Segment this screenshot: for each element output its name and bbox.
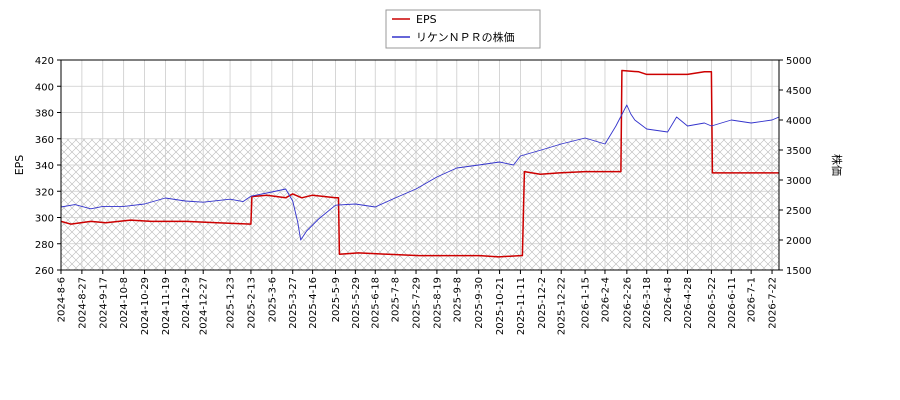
x-tick-label: 2024-8-6: [57, 277, 68, 322]
eps-series-line: [61, 69, 779, 258]
x-tick-label: 2025-11-11: [516, 277, 527, 335]
right-tick-label: 3000: [786, 176, 811, 187]
right-tick-label: 5000: [786, 56, 811, 67]
x-tick-label: 2026-1-15: [581, 277, 592, 329]
x-tick-label: 2025-5-9: [331, 277, 342, 322]
left-axis-title: EPS: [13, 155, 26, 176]
series-layer: [61, 69, 779, 258]
left-tick-label: 400: [35, 82, 54, 93]
x-tick-label: 2026-2-4: [600, 277, 611, 322]
x-axis: 2024-8-6 2024-8-27 2024-9-17 2024-10-8 2024-…: [57, 270, 779, 335]
x-tick-label: 2026-7-22: [768, 277, 779, 329]
x-tick-label: 2026-5-22: [707, 277, 718, 329]
left-tick-label: 420: [35, 56, 54, 67]
left-tick-label: 320: [35, 187, 54, 198]
x-tick-label: 2025-2-13: [246, 277, 257, 329]
x-tick-label: 2026-2-26: [622, 277, 633, 329]
left-tick-label: 360: [35, 135, 54, 146]
shaded-band: [61, 138, 779, 270]
x-tick-label: 2024-12-27: [199, 277, 210, 335]
right-tick-label: 1500: [786, 266, 811, 277]
stock-price-series-line: [61, 104, 779, 241]
x-tick-label: 2024-10-29: [140, 277, 151, 335]
x-tick-label: 2024-12-9: [181, 277, 192, 329]
x-tick-label: 2026-3-18: [642, 277, 653, 329]
left-tick-label: 300: [35, 214, 54, 225]
x-tick-label: 2026-6-11: [727, 277, 738, 329]
x-tick-label: 2024-8-27: [77, 277, 88, 329]
right-tick-label: 4000: [786, 116, 811, 127]
right-tick-label: 2000: [786, 236, 811, 247]
right-tick-label: 4500: [786, 86, 811, 97]
right-tick-label: 3500: [786, 146, 811, 157]
x-tick-label: 2025-4-16: [308, 277, 319, 329]
x-tick-label: 2025-6-18: [371, 277, 382, 329]
x-tick-label: 2025-9-30: [474, 277, 485, 329]
legend-box: [385, 9, 541, 49]
x-tick-label: 2026-4-8: [663, 277, 674, 322]
legend-label-eps: EPS: [416, 13, 437, 26]
right-axis-title: 株価: [830, 154, 844, 176]
x-tick-label: 2025-3-27: [288, 277, 299, 329]
right-tick-label: 2500: [786, 206, 811, 217]
x-tick-label: 2024-11-19: [161, 277, 172, 335]
left-axis: 260 280 300 320 340 360 380 400 420: [35, 56, 61, 277]
x-tick-label: 2025-12-2: [537, 277, 548, 329]
legend: EPS リケンＮＰＲの株価: [385, 9, 541, 49]
x-tick-label: 2025-7-29: [412, 277, 423, 329]
x-tick-label: 2025-7-8: [391, 277, 402, 322]
right-axis: 1500 2000 2500 3000 3500 4000 4500 5000: [779, 56, 811, 277]
x-tick-label: 2024-9-17: [98, 277, 109, 329]
x-tick-label: 2025-3-6: [267, 277, 278, 322]
x-tick-label: 2026-4-28: [683, 277, 694, 329]
left-tick-label: 340: [35, 161, 54, 172]
x-tick-label: 2026-7-1: [747, 277, 758, 322]
x-tick-label: 2025-12-22: [557, 277, 568, 335]
x-tick-label: 2025-1-23: [226, 277, 237, 329]
x-tick-label: 2025-9-8: [452, 277, 463, 322]
left-tick-label: 380: [35, 109, 54, 120]
x-tick-label: 2025-5-29: [351, 277, 362, 329]
legend-label-stock-price: リケンＮＰＲの株価: [416, 30, 515, 44]
left-tick-label: 260: [35, 266, 54, 277]
x-tick-label: 2024-10-8: [119, 277, 130, 329]
x-tick-label: 2025-8-19: [432, 277, 443, 329]
left-tick-label: 280: [35, 240, 54, 251]
x-tick-label: 2025-10-21: [495, 277, 506, 335]
